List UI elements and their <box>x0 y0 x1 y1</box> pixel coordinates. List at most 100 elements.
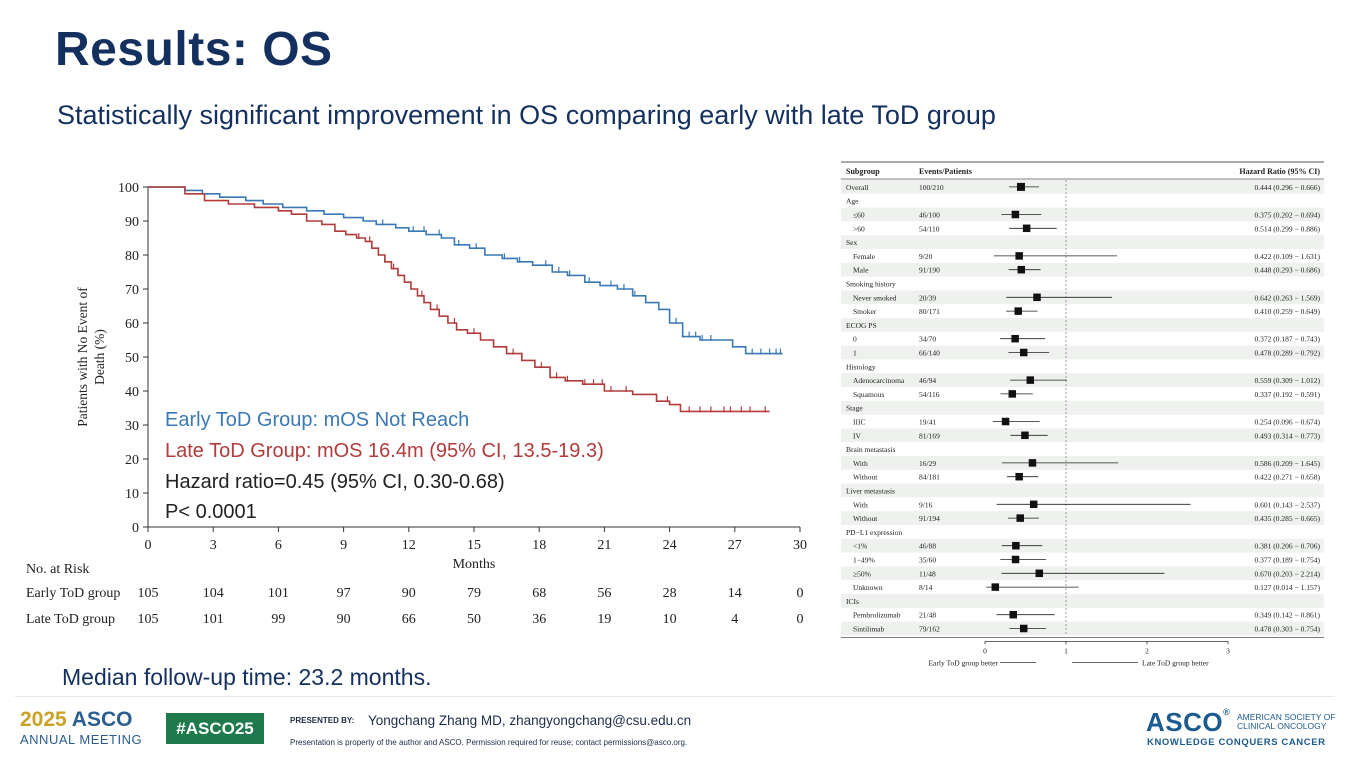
hr-marker <box>1029 500 1038 509</box>
row-band <box>841 511 1324 525</box>
logo-year: 2025 <box>20 708 67 731</box>
header-events: Events/Patients <box>919 167 972 176</box>
row-events: 80/171 <box>919 307 940 316</box>
y-tick-label: 10 <box>125 487 139 502</box>
row-hr-text: 0.375 (0.202 − 0.694) <box>1255 211 1321 220</box>
forest-x-tick-label: 1 <box>1064 646 1068 655</box>
row-label: PD−L1 expression <box>846 528 902 537</box>
y-tick-label: 100 <box>118 181 139 196</box>
row-hr-text: 0.377 (0.189 − 0.754) <box>1255 556 1321 565</box>
x-tick-label: 27 <box>728 538 742 553</box>
row-label: Brain metastasis <box>846 445 895 454</box>
x-tick-label: 12 <box>402 538 416 553</box>
hr-marker <box>1026 376 1035 384</box>
disclaimer-text: Presentation is property of the author a… <box>290 738 688 747</box>
forest-x-tick-label: 0 <box>983 646 987 655</box>
km-curve-early <box>148 186 783 355</box>
risk-value: 19 <box>597 612 611 627</box>
row-events: 9/20 <box>919 252 933 261</box>
row-events: 9/16 <box>919 500 933 509</box>
risk-value: 90 <box>402 586 416 601</box>
hr-marker <box>1035 569 1044 578</box>
row-events: 46/88 <box>919 542 936 551</box>
row-label: ≥50% <box>853 569 871 578</box>
row-events: 20/39 <box>919 293 936 302</box>
x-tick-label: 0 <box>145 538 152 553</box>
hr-marker <box>1017 265 1026 274</box>
row-hr-text: 0.514 (0.299 − 0.886) <box>1255 224 1321 233</box>
society-name: AMERICAN SOCIETY OF CLINICAL ONCOLOGY <box>1237 712 1336 731</box>
row-label: Overall <box>846 183 869 192</box>
km-curve-late <box>148 186 770 413</box>
risk-value: 56 <box>597 586 611 601</box>
row-band <box>841 538 1324 553</box>
row-label: Sex <box>846 238 858 247</box>
risk-value: 0 <box>797 586 804 601</box>
row-label: Smoker <box>853 307 877 316</box>
row-label: 1 <box>853 349 857 358</box>
row-hr-text: 0.448 (0.293 − 0.686) <box>1255 266 1321 275</box>
x-axis-label: Months <box>453 557 496 572</box>
x-tick-label: 24 <box>663 538 677 553</box>
risk-value: 99 <box>271 612 285 627</box>
forest-plot: Subgroup Events/Patients Hazard Ratio (95%… <box>841 161 1324 667</box>
row-label: ICIs <box>846 597 859 606</box>
row-label: Squamous <box>853 390 884 399</box>
row-events: 35/60 <box>919 556 936 565</box>
row-label: >60 <box>853 224 865 233</box>
row-hr-text: 0.478 (0.303 − 0.754) <box>1255 625 1321 634</box>
y-tick-label: 90 <box>125 215 139 230</box>
favours-early-label: Early ToD group better <box>928 658 998 667</box>
row-band <box>841 207 1324 222</box>
row-hr-text: 0.349 (0.142 − 0.861) <box>1255 611 1321 620</box>
risk-value: 104 <box>203 586 224 601</box>
hr-marker <box>1028 459 1037 467</box>
row-band <box>841 621 1324 636</box>
hr-marker <box>1033 293 1041 302</box>
annotation-p: P< 0.0001 <box>165 501 257 523</box>
row-events: 84/181 <box>919 473 940 482</box>
risk-row-label: Late ToD group <box>26 612 115 627</box>
forest-x-tick-label: 2 <box>1145 646 1149 655</box>
row-band <box>841 262 1324 277</box>
hr-marker <box>1016 514 1024 522</box>
risk-value: 105 <box>138 586 159 601</box>
row-events: 46/94 <box>919 376 936 385</box>
row-label: Unknown <box>853 583 883 592</box>
row-label: Without <box>853 514 878 523</box>
presented-by-label: PRESENTED BY: <box>290 716 355 725</box>
presenter-name: Yongchang Zhang MD, zhangyongchang@csu.e… <box>368 713 692 728</box>
risk-row-label: Early ToD group <box>26 586 120 601</box>
row-band <box>841 235 1324 249</box>
annotation-early: Early ToD Group: mOS Not Reach <box>165 409 469 431</box>
risk-value: 97 <box>337 586 351 601</box>
risk-value: 101 <box>268 586 289 601</box>
row-hr-text: 0.422 (0.271 − 0.658) <box>1255 473 1321 482</box>
row-band <box>841 483 1324 498</box>
followup-note: Median follow-up time: 23.2 months. <box>62 664 432 690</box>
risk-value: 28 <box>663 586 677 601</box>
risk-value: 36 <box>532 612 546 627</box>
row-label: <1% <box>853 542 867 551</box>
row-label: Smoking history <box>846 280 896 289</box>
x-tick-label: 21 <box>597 538 611 553</box>
row-label: ≤60 <box>853 211 865 220</box>
row-hr-text: 0.127 (0.014 − 1.157) <box>1255 583 1321 592</box>
row-hr-text: 0.642 (0.263 − 1.569) <box>1255 293 1321 302</box>
row-events: 91/190 <box>919 266 940 275</box>
row-hr-text: 0.422 (0.109 − 1.631) <box>1255 252 1321 261</box>
row-label: ECOG PS <box>846 321 877 330</box>
row-events: 8/14 <box>919 583 933 592</box>
row-hr-text: 0.670 (0.203 − 2.214) <box>1255 569 1321 578</box>
row-band <box>841 180 1324 194</box>
row-events: 34/70 <box>919 335 936 344</box>
annotation-hr: Hazard ratio=0.45 (95% CI, 0.30-0.68) <box>165 471 505 493</box>
row-hr-text: 0.601 (0.143 − 2.537) <box>1255 500 1321 509</box>
slide-title: Results: OS <box>55 23 333 76</box>
row-label: With <box>853 459 868 468</box>
row-band <box>841 373 1324 387</box>
hr-marker <box>1014 307 1022 315</box>
hr-marker <box>1015 472 1023 481</box>
row-label: Never smoked <box>853 293 897 302</box>
